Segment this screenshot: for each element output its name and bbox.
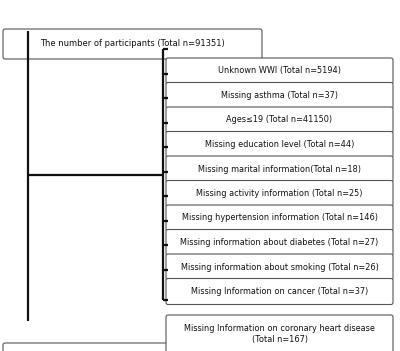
FancyBboxPatch shape — [166, 205, 393, 231]
Text: Missing marital information(Total n=18): Missing marital information(Total n=18) — [198, 165, 361, 173]
FancyBboxPatch shape — [166, 58, 393, 84]
FancyBboxPatch shape — [166, 132, 393, 158]
Text: The number of participants (Total n=91351): The number of participants (Total n=9135… — [40, 40, 225, 48]
FancyBboxPatch shape — [3, 343, 237, 351]
FancyBboxPatch shape — [166, 254, 393, 280]
FancyBboxPatch shape — [166, 278, 393, 305]
Text: Missing hypertension information (Total n=146): Missing hypertension information (Total … — [182, 213, 378, 223]
Text: Ages≤19 (Total n=41150): Ages≤19 (Total n=41150) — [226, 115, 332, 125]
Text: Missing activity information (Total n=25): Missing activity information (Total n=25… — [196, 189, 363, 198]
Text: Missing education level (Total n=44): Missing education level (Total n=44) — [205, 140, 354, 149]
Text: Unknown WWI (Total n=5194): Unknown WWI (Total n=5194) — [218, 66, 341, 75]
Text: Missing information about diabetes (Total n=27): Missing information about diabetes (Tota… — [180, 238, 379, 247]
FancyBboxPatch shape — [166, 230, 393, 256]
Text: Missing asthma (Total n=37): Missing asthma (Total n=37) — [221, 91, 338, 100]
Text: Missing Information on cancer (Total n=37): Missing Information on cancer (Total n=3… — [191, 287, 368, 296]
FancyBboxPatch shape — [166, 180, 393, 206]
FancyBboxPatch shape — [166, 315, 393, 351]
FancyBboxPatch shape — [166, 107, 393, 133]
Text: Missing Information on coronary heart disease
(Total n=167): Missing Information on coronary heart di… — [184, 324, 375, 344]
FancyBboxPatch shape — [166, 156, 393, 182]
FancyBboxPatch shape — [3, 29, 262, 59]
Text: Missing information about smoking (Total n=26): Missing information about smoking (Total… — [180, 263, 378, 272]
FancyBboxPatch shape — [166, 82, 393, 108]
